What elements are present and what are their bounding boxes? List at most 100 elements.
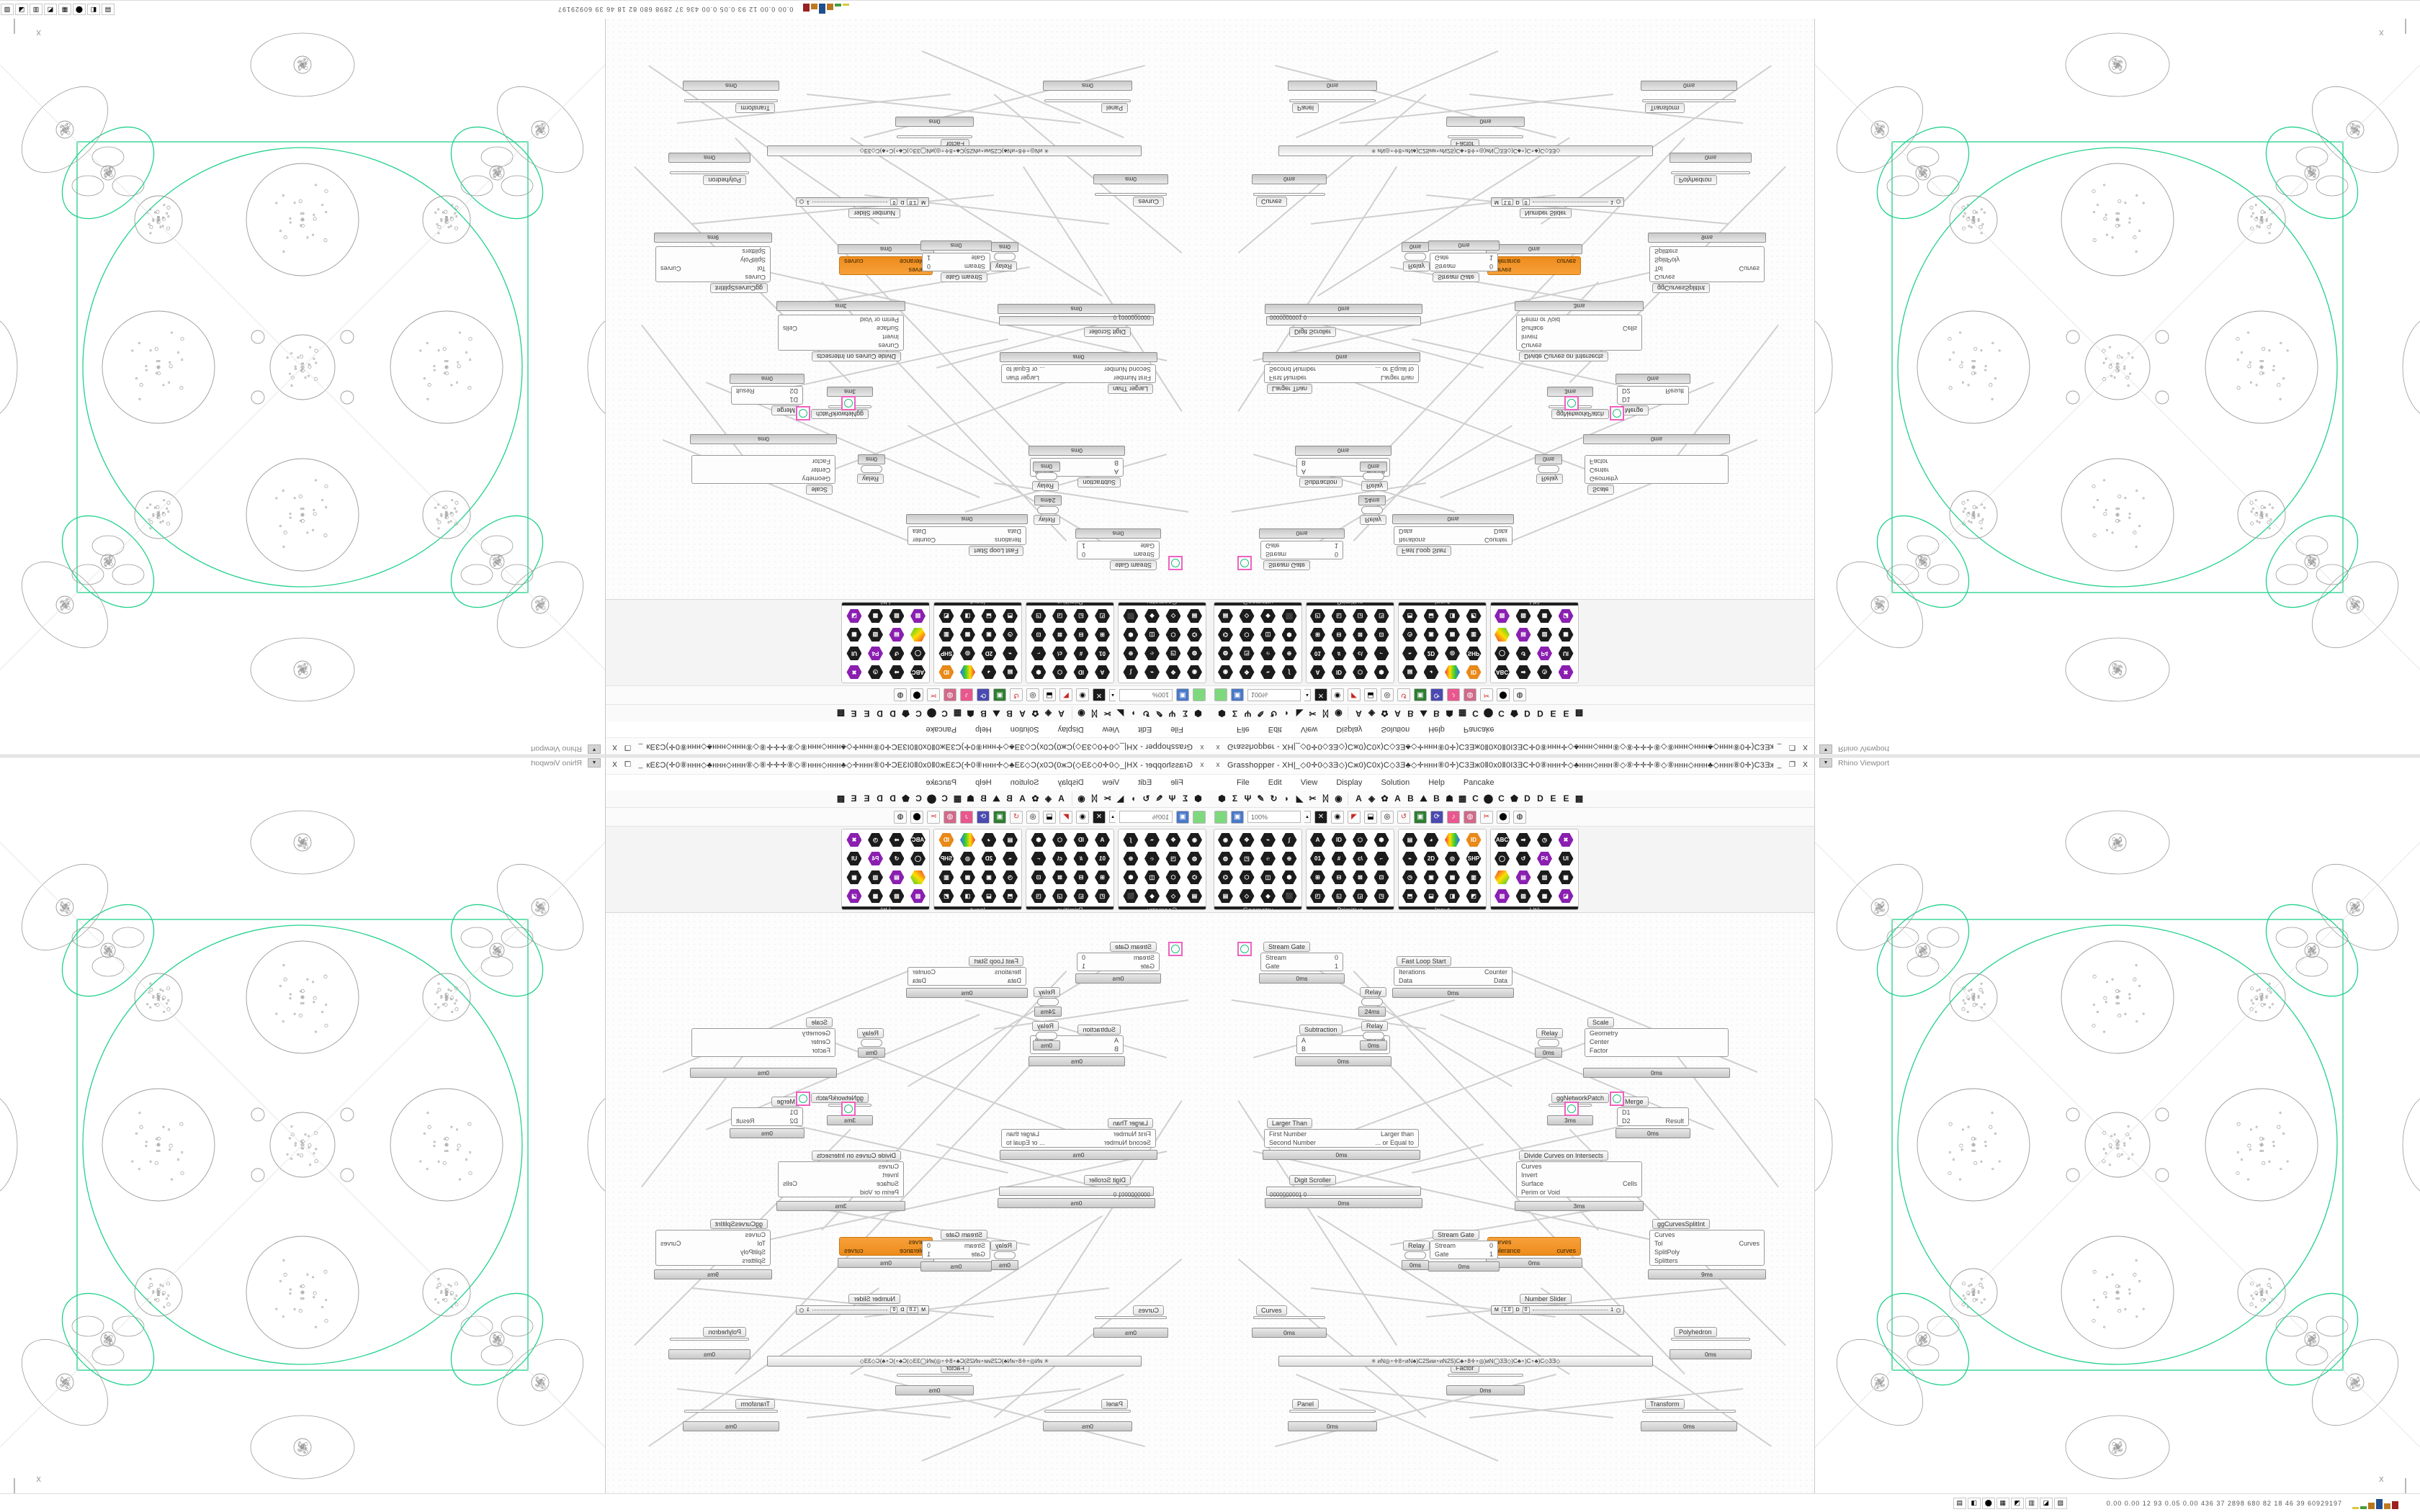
lib-14-icon[interactable]: D [1537, 708, 1543, 719]
file-toolbar[interactable]: ▣ 100% ▲ ✕ ◉ ◤ ⬓ ◎ ↺ ▣ ⟳ ♪ ◍ ✂ ⬤ ◍ [1210, 808, 1814, 827]
lib-12-icon[interactable]: ⬟ [1510, 708, 1518, 719]
ribbon-icon-primitive-0[interactable]: A [1093, 663, 1112, 681]
ribbon-icon-input-11[interactable]: ▥ [937, 868, 956, 886]
ribbon-panel-primitive[interactable]: AID⬡⬢ 01#c\⌐ ⊞⊟⊠⊡ ◰◱◲◳Primitive✦ [1306, 829, 1394, 910]
lib-5-icon[interactable]: ⛰ [992, 793, 1000, 804]
gh-component-stream-gate-2[interactable]: Stream 0 Gate 1 [1430, 1241, 1498, 1259]
gh-component-curves-node[interactable] [1253, 1316, 1325, 1319]
input-param[interactable]: A [1113, 1037, 1119, 1044]
ribbon-icon-geometry-7[interactable]: ⊕ [1280, 850, 1299, 868]
ribbon-icon-primitive-10[interactable]: ⊠ [1050, 626, 1070, 644]
ribbon-icon-util-0[interactable]: ABC [908, 831, 928, 849]
input-param[interactable]: Factor [812, 1047, 830, 1054]
ribbon-icon-geometry-11[interactable]: ⬢ [1280, 868, 1299, 886]
lib-11-icon[interactable]: C [915, 793, 922, 804]
input-param[interactable]: Center [810, 467, 830, 474]
output-param[interactable]: 1 [1334, 542, 1338, 549]
output-param[interactable]: Larger than [1380, 1130, 1414, 1138]
os-taskbar-top[interactable]: 0.00 0.00 12 93 0.05 0.00 436 37 2898 68… [0, 0, 2420, 19]
shape-2-icon[interactable]: Ψ [1244, 793, 1252, 804]
ribbon-icon-input-1[interactable]: ◕ [1422, 663, 1441, 681]
ribbon-icon-util-9[interactable]: ▤ [1514, 868, 1533, 886]
ribbon-icon-input-7[interactable]: SHP [937, 850, 956, 868]
input-param[interactable]: Second Number [1269, 1139, 1317, 1146]
input-param[interactable]: Iterations [1399, 536, 1426, 544]
zoom-spinner[interactable]: ▲ [1304, 811, 1311, 823]
geometry-param[interactable] [1237, 556, 1252, 570]
ribbon-icon-input-4[interactable]: ⌁ [1000, 644, 1020, 662]
ribbon-icon-primitive-14[interactable]: ◲ [1350, 607, 1370, 625]
ribbon-panel-input[interactable]: ▤◕ ID ⌁2D◎SHP ◷▣▦▥ ⬒⬓◨◩Input✦ [933, 829, 1022, 910]
ribbon-tab-input[interactable]: Input✦ [934, 602, 1021, 606]
input-param[interactable]: First Number [1269, 374, 1307, 382]
zoom-input[interactable]: 100% [1247, 689, 1301, 701]
bake-icon[interactable]: ⬓ [1043, 810, 1056, 824]
lib-5-icon[interactable]: ⛰ [1420, 708, 1428, 719]
menu-file[interactable]: File [1237, 778, 1250, 787]
menu-edit[interactable]: Edit [1268, 725, 1282, 734]
relay-node[interactable] [1363, 472, 1384, 480]
gh-component-stream-gate-1[interactable]: Stream 0 Gate 1 [1077, 953, 1160, 971]
ribbon-icon-input-1[interactable]: ◕ [980, 663, 999, 681]
ribbon-panel-geometry[interactable]: ◉✥⌁∫ ◍◳℮⊕ ⌬⬡◫⬢ ▤◇◆⬛Geometry✦ [1118, 829, 1206, 910]
input-param[interactable]: Splitters [1654, 248, 1678, 255]
bulb-icon[interactable]: ◍ [1464, 688, 1476, 702]
menu-bar[interactable]: File Edit View Display Solution Help Pancake [606, 775, 1210, 791]
ribbon-icon-util-15[interactable]: ◪ [845, 887, 864, 905]
ribbon-icon-geometry-10[interactable]: ◫ [1258, 868, 1278, 886]
input-param[interactable]: Invert [882, 1171, 899, 1179]
eye-visibility-icon[interactable]: ◉ [1331, 810, 1344, 824]
output-param[interactable]: Cells [783, 325, 798, 332]
input-param[interactable]: Curves [1654, 274, 1675, 281]
input-param[interactable]: Gate [971, 254, 985, 261]
input-param[interactable]: Splitters [1654, 1257, 1678, 1264]
shape-4-icon[interactable]: ↻ [1142, 793, 1150, 804]
number-slider[interactable]: M 1.0 D 0 1 [796, 1305, 929, 1315]
input-param[interactable]: Center [1590, 467, 1610, 474]
geometry-param[interactable] [1610, 406, 1624, 420]
gh-component-ggcurvessplitint[interactable]: Curves Tol Curves SplitPoly Splitters [655, 1230, 771, 1266]
lib-1-icon[interactable]: ◈ [1044, 793, 1052, 804]
preview-icon[interactable]: ◤ [1059, 810, 1072, 824]
shape-2-icon[interactable]: Ψ [1244, 708, 1252, 719]
lib-16-icon[interactable]: E [1563, 793, 1569, 804]
output-param[interactable]: Result [1665, 1117, 1684, 1125]
tray-icon-0[interactable]: ▤ [102, 4, 115, 16]
input-param[interactable]: Curves [745, 1231, 766, 1238]
number-slider[interactable]: M 1.0 D 0 1 [1491, 197, 1624, 207]
ribbon-icon-geometry-5[interactable]: ◳ [1237, 644, 1257, 662]
relay-node[interactable] [1404, 253, 1426, 261]
ribbon-icon-primitive-4[interactable]: 01 [1308, 644, 1327, 662]
ribbon-icon-primitive-1[interactable]: ID [1072, 831, 1091, 849]
input-param[interactable]: Stream [1133, 551, 1155, 558]
menu-solution[interactable]: Solution [1381, 778, 1410, 787]
input-param[interactable]: Gate [1435, 1251, 1449, 1258]
number-slider[interactable]: M 1.0 D 0 1 [1491, 1305, 1624, 1315]
ribbon-icon-util-5[interactable]: ↺ [887, 644, 907, 662]
lib-1-icon[interactable]: ◈ [1368, 793, 1376, 804]
ribbon-icon-primitive-8[interactable]: ⊞ [1093, 626, 1112, 644]
gh-component-curves-node[interactable] [1253, 193, 1325, 196]
zoom-spinner[interactable]: ▲ [1109, 811, 1116, 823]
ribbon-icon-geometry-2[interactable]: ⌁ [1142, 663, 1162, 681]
lib-11-icon[interactable]: C [1498, 708, 1505, 719]
ribbon-icon-util-11[interactable]: ▦ [845, 626, 864, 644]
output-param[interactable]: 1 [1082, 963, 1086, 970]
lib-2-icon[interactable]: ✿ [1381, 708, 1389, 719]
menu-help[interactable]: Help [975, 778, 992, 787]
ribbon-icon-input-13[interactable]: ⬓ [980, 607, 999, 625]
menu-pancake[interactable]: Pancake [926, 725, 957, 734]
lib-5-icon[interactable]: ⛰ [1420, 793, 1428, 804]
ribbon-panel-input[interactable]: ▤◕ ID ⌁2D◎SHP ◷▣▦▥ ⬒⬓◨◩Input✦ [933, 602, 1022, 683]
ribbon-icon-geometry-7[interactable]: ⊕ [1121, 850, 1141, 868]
glyph-panel[interactable]: ✳ иN◎∘✛8∘иN♣)Ϲ2Sии∘иN2S)Ϲ♣∘8✛∘◎)иN◯3Ǝ◇)Ϲ… [767, 145, 1142, 156]
ribbon-icon-geometry-13[interactable]: ◇ [1164, 887, 1183, 905]
gh-component-larger-than[interactable]: First Number Larger than Second Number ... … [1264, 364, 1419, 383]
gh-component-curves-node[interactable] [1095, 193, 1167, 196]
shape-6-icon[interactable]: ◣ [1296, 793, 1304, 804]
gh-component-stream-gate-2[interactable]: Stream 0 Gate 1 [1430, 253, 1498, 271]
input-param[interactable]: Curves [745, 274, 766, 281]
lib-7-icon[interactable]: ☗ [967, 708, 974, 719]
glyph-panel[interactable]: ✳ иN◎∘✛8∘иN♣)Ϲ2Sии∘иN2S)Ϲ♣∘8✛∘◎)иN◯3Ǝ◇)Ϲ… [767, 1356, 1142, 1367]
output-param[interactable]: 0 [1489, 1242, 1493, 1249]
